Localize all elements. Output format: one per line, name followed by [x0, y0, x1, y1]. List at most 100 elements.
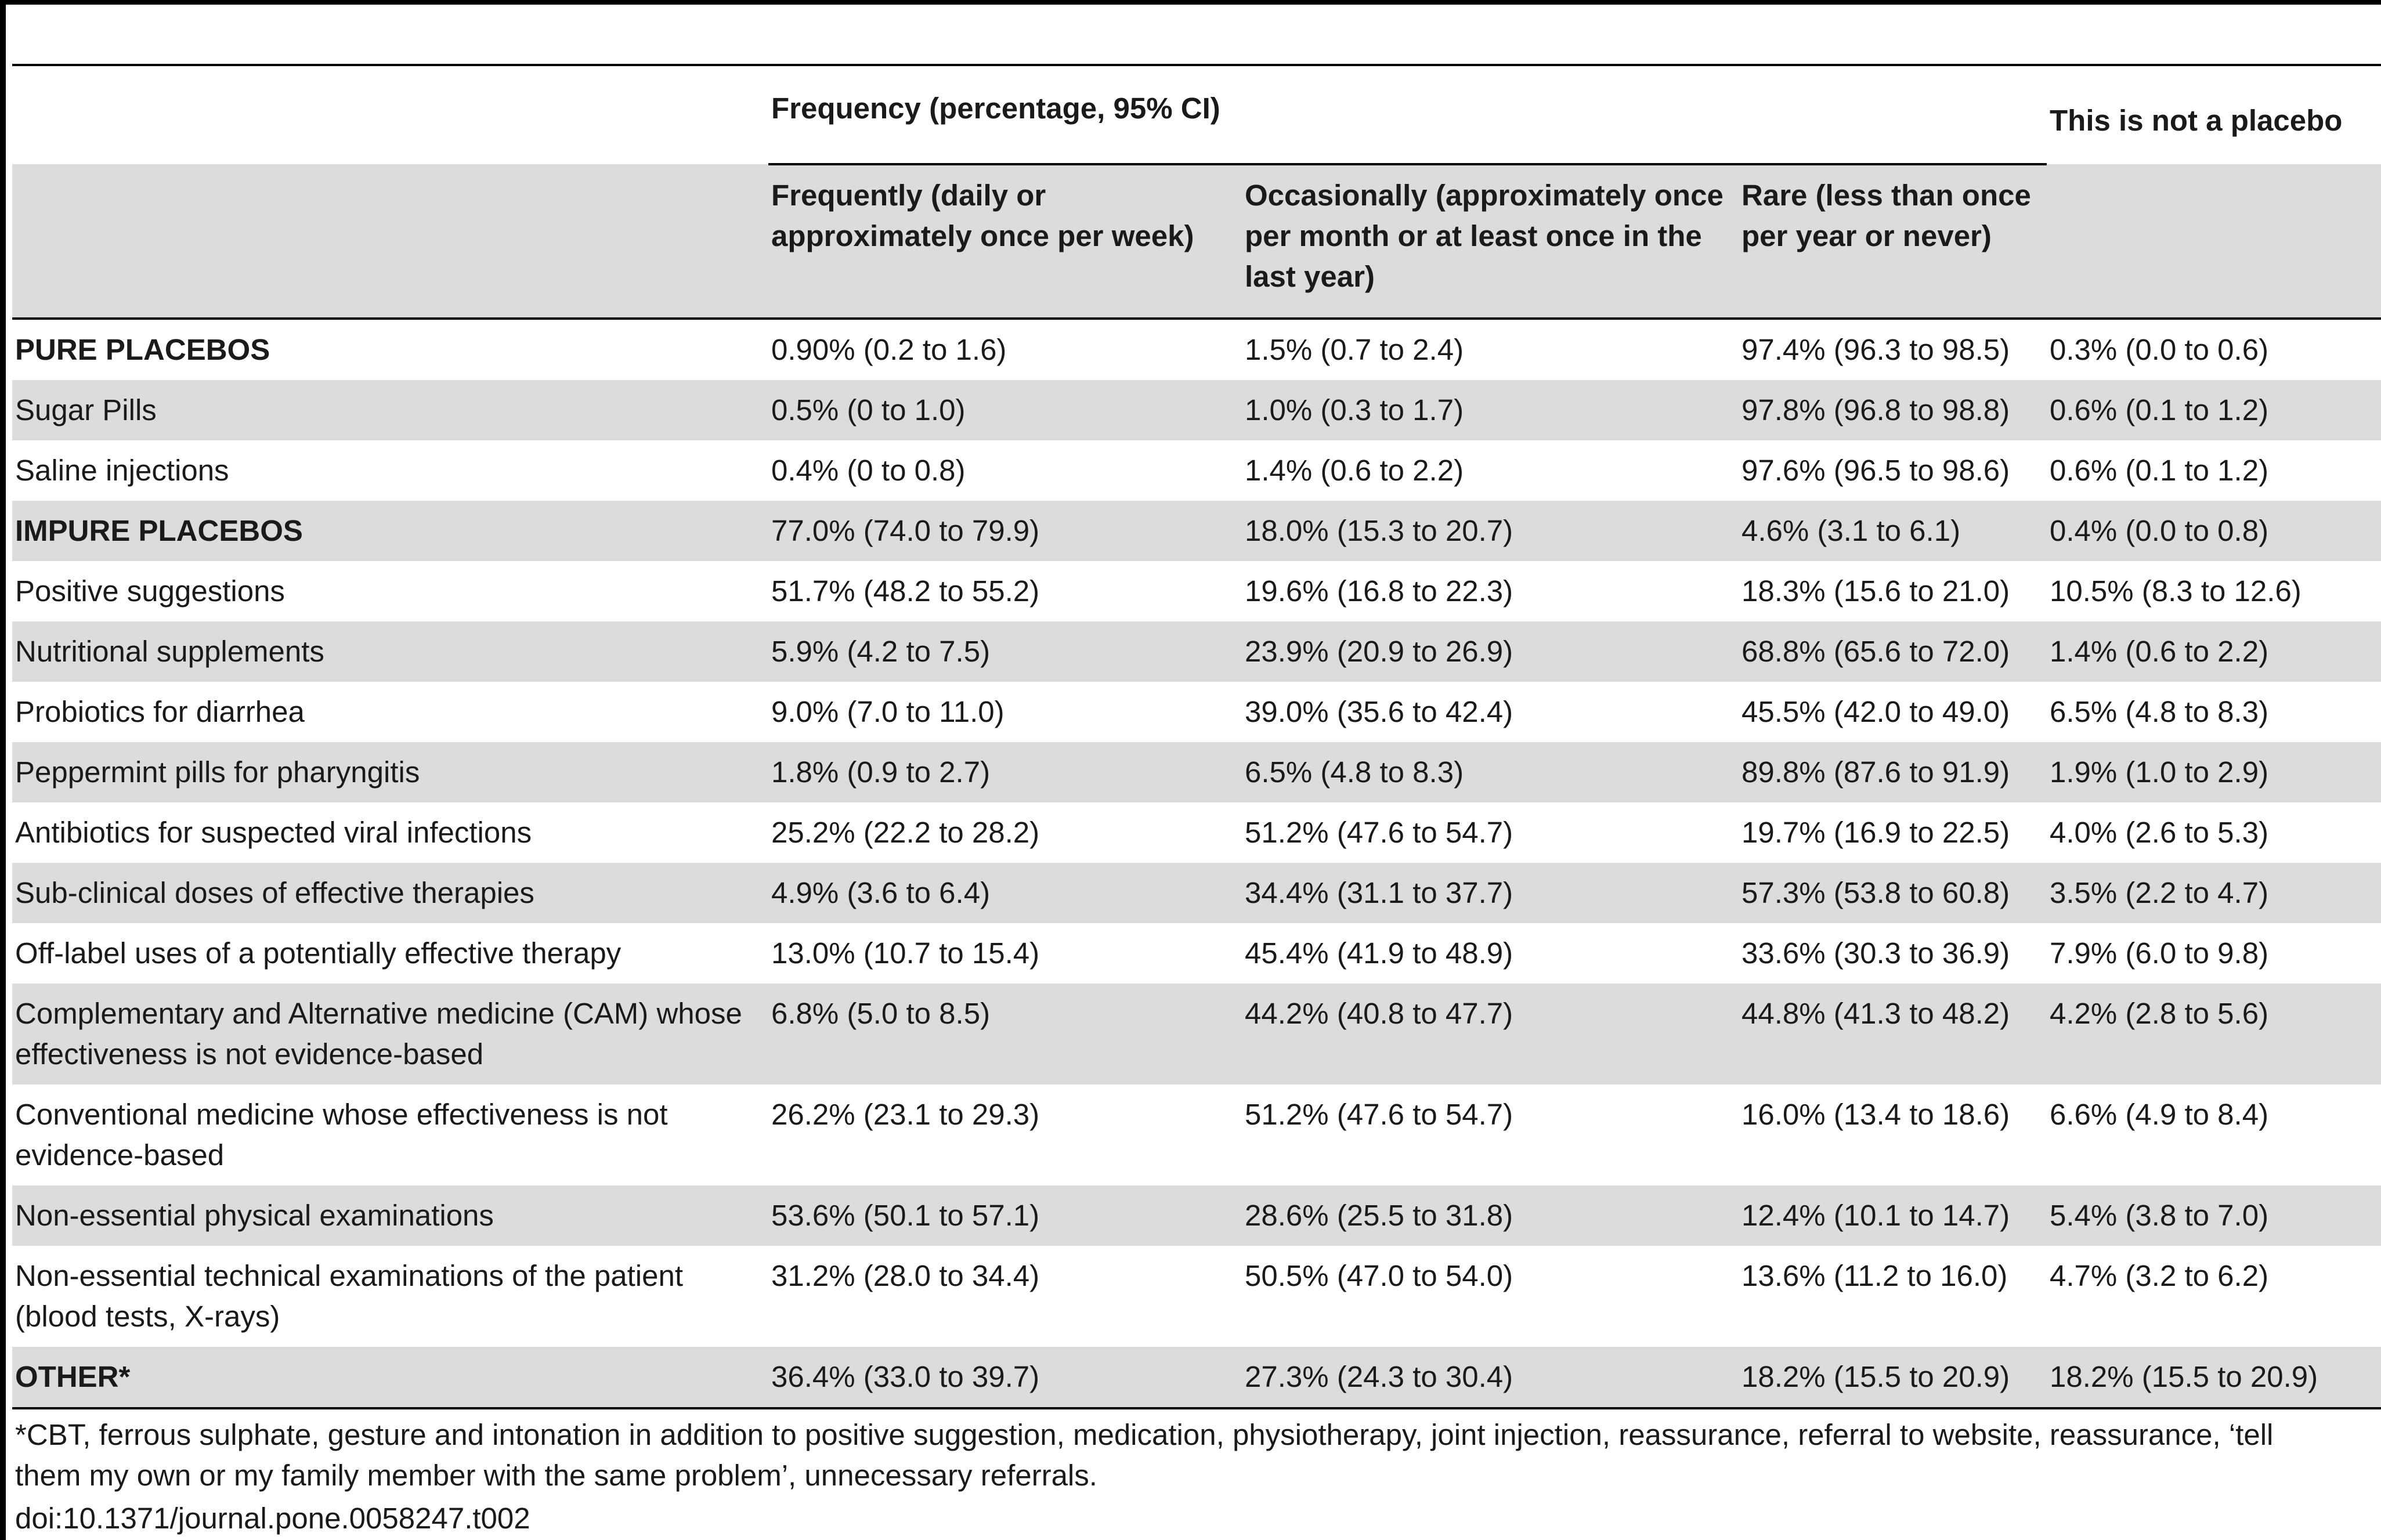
cell: 18.2% (15.5 to 20.9)	[1742, 1360, 2010, 1393]
row-label: Positive suggestions	[15, 574, 285, 608]
table-row: Conventional medicine whose effectivenes…	[12, 1084, 2381, 1185]
cell: 77.0% (74.0 to 79.9)	[771, 514, 1040, 547]
doi: doi:10.1371/journal.pone.0058247.t002	[15, 1502, 530, 1535]
cell: 36.4% (33.0 to 39.7)	[771, 1360, 1040, 1393]
column-header: Frequently (daily or approximately once …	[771, 179, 1194, 252]
cell: 18.0% (15.3 to 20.7)	[1245, 514, 1513, 547]
cell: 4.2% (2.8 to 5.6)	[2050, 997, 2269, 1030]
table-row: Antibiotics for suspected viral infectio…	[12, 802, 2381, 863]
row-label: Probiotics for diarrhea	[15, 695, 305, 728]
footnote: *CBT, ferrous sulphate, gesture and into…	[15, 1418, 2274, 1492]
row-label: Non-essential physical examinations	[15, 1199, 494, 1232]
cell: 89.8% (87.6 to 91.9)	[1742, 755, 2010, 789]
row-label: IMPURE PLACEBOS	[15, 514, 303, 547]
cell: 1.8% (0.9 to 2.7)	[771, 755, 991, 789]
left-rule	[0, 0, 6, 1540]
column-header: Rare (less than once per year or never)	[1742, 179, 2031, 252]
cell: 23.9% (20.9 to 26.9)	[1245, 635, 1513, 668]
cell: 6.8% (5.0 to 8.5)	[771, 997, 991, 1030]
top-rule	[0, 0, 2381, 5]
cell: 53.6% (50.1 to 57.1)	[771, 1199, 1040, 1232]
row-label: Peppermint pills for pharyngitis	[15, 755, 420, 789]
row-label: Non-essential technical examinations of …	[15, 1259, 684, 1333]
cell: 4.0% (2.6 to 5.3)	[2050, 816, 2269, 849]
table-row: Sugar Pills 0.5% (0 to 1.0) 1.0% (0.3 to 1…	[12, 380, 2381, 440]
cell: 27.3% (24.3 to 30.4)	[1245, 1360, 1513, 1393]
cell: 19.6% (16.8 to 22.3)	[1245, 574, 1513, 608]
table-row: IMPURE PLACEBOS 77.0% (74.0 to 79.9) 18.0%…	[12, 501, 2381, 561]
cell: 51.2% (47.6 to 54.7)	[1245, 1098, 1513, 1131]
cell: 34.4% (31.1 to 37.7)	[1245, 876, 1513, 909]
cell: 31.2% (28.0 to 34.4)	[771, 1259, 1040, 1292]
row-label: Antibiotics for suspected viral infectio…	[15, 816, 532, 849]
table-row: Sub-clinical doses of effective therapie…	[12, 863, 2381, 923]
cell: 1.4% (0.6 to 2.2)	[1245, 454, 1464, 487]
cell: 1.0% (0.3 to 1.7)	[1245, 393, 1464, 426]
cell: 5.4% (3.8 to 7.0)	[2050, 1199, 2269, 1232]
cell: 1.4% (0.6 to 2.2)	[2050, 635, 2269, 668]
cell: 97.8% (96.8 to 98.8)	[1742, 393, 2010, 426]
cell: 0.4% (0 to 0.8)	[771, 454, 966, 487]
cell: 16.0% (13.4 to 18.6)	[1742, 1098, 2010, 1131]
cell: 0.90% (0.2 to 1.6)	[771, 333, 1007, 366]
cell: 6.5% (4.8 to 8.3)	[1245, 755, 1464, 789]
table-row: Nutritional supplements 5.9% (4.2 to 7.5)…	[12, 621, 2381, 682]
column-header: Occasionally (approximately once per mon…	[1245, 179, 1724, 293]
cell: 0.6% (0.1 to 1.2)	[2050, 454, 2269, 487]
table-row: Non-essential technical examinations of …	[12, 1246, 2381, 1347]
table-row: OTHER* 36.4% (33.0 to 39.7) 27.3% (24.3 to…	[12, 1347, 2381, 1408]
table-row: PURE PLACEBOS 0.90% (0.2 to 1.6) 1.5% (0.7…	[12, 319, 2381, 380]
row-label: Conventional medicine whose effectivenes…	[15, 1098, 668, 1172]
cell: 97.4% (96.3 to 98.5)	[1742, 333, 2010, 366]
row-label: Off-label uses of a potentially effectiv…	[15, 937, 622, 970]
cell: 45.5% (42.0 to 49.0)	[1742, 695, 2010, 728]
cell: 28.6% (25.5 to 31.8)	[1245, 1199, 1513, 1232]
cell: 3.5% (2.2 to 4.7)	[2050, 876, 2269, 909]
cell: 4.6% (3.1 to 6.1)	[1742, 514, 1961, 547]
table-row: Positive suggestions 51.7% (48.2 to 55.2)…	[12, 561, 2381, 621]
cell: 13.0% (10.7 to 15.4)	[771, 937, 1040, 970]
cell: 44.2% (40.8 to 47.7)	[1245, 997, 1513, 1030]
cell: 0.5% (0 to 1.0)	[771, 393, 966, 426]
cell: 45.4% (41.9 to 48.9)	[1245, 937, 1513, 970]
cell: 26.2% (23.1 to 29.3)	[771, 1098, 1040, 1131]
cell: 10.5% (8.3 to 12.6)	[2050, 574, 2301, 608]
cell: 4.9% (3.6 to 6.4)	[771, 876, 991, 909]
cell: 1.9% (1.0 to 2.9)	[2050, 755, 2269, 789]
cell: 4.7% (3.2 to 6.2)	[2050, 1259, 2269, 1292]
row-label: OTHER*	[15, 1360, 131, 1393]
cell: 12.4% (10.1 to 14.7)	[1742, 1199, 2010, 1232]
cell: 9.0% (7.0 to 11.0)	[771, 695, 1005, 728]
header-cell	[12, 164, 768, 319]
row-label: PURE PLACEBOS	[15, 333, 270, 366]
extra-header: This is not a placebo	[2050, 104, 2343, 137]
cell: 6.6% (4.9 to 8.4)	[2050, 1098, 2269, 1131]
header-cell	[12, 65, 768, 164]
table-row: Off-label uses of a potentially effectiv…	[12, 923, 2381, 984]
row-label: Complementary and Alternative medicine (…	[15, 997, 742, 1071]
cell: 57.3% (53.8 to 60.8)	[1742, 876, 2010, 909]
cell: 19.7% (16.9 to 22.5)	[1742, 816, 2010, 849]
cell: 0.3% (0.0 to 0.6)	[2050, 333, 2269, 366]
table-body: PURE PLACEBOS 0.90% (0.2 to 1.6) 1.5% (0.7…	[12, 319, 2381, 1408]
cell: 1.5% (0.7 to 2.4)	[1245, 333, 1464, 366]
cell: 6.5% (4.8 to 8.3)	[2050, 695, 2269, 728]
cell: 0.4% (0.0 to 0.8)	[2050, 514, 2269, 547]
row-label: Saline injections	[15, 454, 229, 487]
header-cell	[2047, 164, 2381, 319]
cell: 18.3% (15.6 to 21.0)	[1742, 574, 2010, 608]
cell: 44.8% (41.3 to 48.2)	[1742, 997, 2010, 1030]
cell: 7.9% (6.0 to 9.8)	[2050, 937, 2269, 970]
cell: 0.6% (0.1 to 1.2)	[2050, 393, 2269, 426]
cell: 51.2% (47.6 to 54.7)	[1245, 816, 1513, 849]
header-row: Frequently (daily or approximately once …	[12, 164, 2381, 319]
group-header: Frequency (percentage, 95% CI)	[768, 65, 2047, 165]
cell: 25.2% (22.2 to 28.2)	[771, 816, 1040, 849]
header-row: Frequency (percentage, 95% CI) This is n…	[12, 65, 2381, 165]
cell: 97.6% (96.5 to 98.6)	[1742, 454, 2010, 487]
table-row: Saline injections 0.4% (0 to 0.8) 1.4% (0.…	[12, 440, 2381, 501]
row-label: Nutritional supplements	[15, 635, 324, 668]
row-label: Sub-clinical doses of effective therapie…	[15, 876, 534, 909]
cell: 68.8% (65.6 to 72.0)	[1742, 635, 2010, 668]
